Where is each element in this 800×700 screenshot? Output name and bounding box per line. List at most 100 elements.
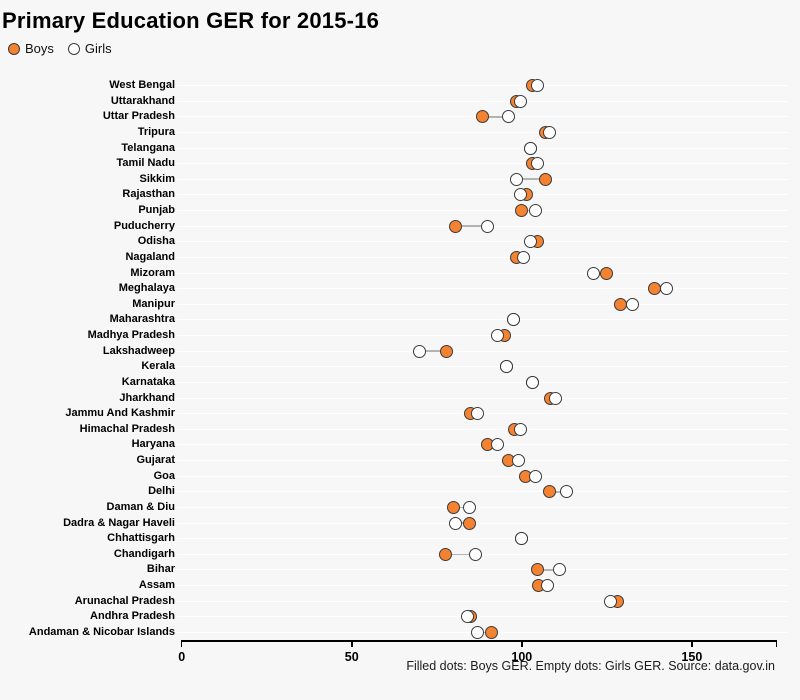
x-axis-tick [351, 641, 353, 647]
connector-line [453, 506, 470, 509]
grid-line [177, 163, 788, 165]
girls-dot [603, 594, 617, 608]
connector-line [516, 178, 546, 181]
row-label: Dadra & Nagar Haveli [63, 516, 175, 529]
boys-dot [613, 297, 627, 311]
girls-dot [528, 469, 542, 483]
grid-line [177, 397, 788, 399]
connector-line [482, 115, 509, 118]
girls-dot [549, 391, 563, 405]
girls-dot [528, 204, 542, 218]
grid-line [177, 256, 788, 258]
grid-line [177, 288, 788, 290]
connector-line [445, 553, 476, 556]
girls-dot [460, 610, 474, 624]
row-label: Andhra Pradesh [90, 610, 175, 623]
grid-line [177, 381, 788, 383]
boys-dot [515, 204, 529, 218]
legend: Boys Girls [8, 41, 112, 56]
x-axis-tick [691, 641, 693, 647]
row-label: Puducherry [113, 219, 175, 232]
row-label: Uttarakhand [110, 94, 175, 107]
grid-line [177, 210, 788, 212]
girls-dot [542, 125, 556, 139]
row-label: Jammu And Kashmir [65, 407, 175, 420]
row-label: Rajasthan [122, 188, 175, 201]
x-tick-label: 100 [511, 650, 533, 664]
legend-label-boys: Boys [25, 41, 54, 56]
grid-line [177, 569, 788, 571]
x-axis-line [181, 640, 777, 642]
connector-line [455, 225, 488, 227]
grid-line [177, 475, 788, 477]
girls-dot [525, 375, 539, 389]
boys-dot [530, 563, 544, 577]
grid-line [177, 460, 788, 462]
x-tick-label: 0 [178, 650, 186, 664]
grid-line [177, 131, 788, 133]
grid-line [177, 506, 788, 508]
legend-item-girls: Girls [67, 41, 112, 56]
row-label: Goa [153, 469, 175, 482]
boys-dot [462, 516, 476, 530]
row-label: Gujarat [136, 454, 175, 467]
x-axis-tick [521, 641, 523, 647]
girls-dot [413, 344, 427, 358]
girls-dot [471, 625, 485, 639]
girls-dot [506, 313, 520, 327]
x-axis-endcap [775, 641, 777, 647]
connector-line [593, 272, 607, 274]
grid-line [177, 600, 788, 602]
grid-line [177, 585, 788, 587]
connector-line [419, 350, 447, 352]
girls-dot [499, 360, 513, 374]
row-label: Nagaland [125, 250, 175, 263]
row-label: Haryana [131, 438, 175, 451]
chart-title: Primary Education GER for 2015-16 [2, 8, 380, 33]
row-label: Bihar [146, 563, 175, 576]
grid-line [177, 616, 788, 618]
grid-line [177, 491, 788, 493]
boys-dot [542, 485, 556, 499]
boys-dot [447, 500, 461, 514]
connector-line [477, 631, 492, 634]
grid-line [177, 178, 788, 180]
grid-line [177, 85, 788, 86]
legend-label-girls: Girls [84, 41, 112, 56]
row-label: Punjab [138, 204, 175, 217]
row-label: Chandigarh [113, 547, 175, 560]
row-label: Sikkim [139, 172, 175, 185]
girls-dot [517, 250, 530, 264]
girls-dot [469, 547, 483, 561]
girls-dot [659, 282, 673, 296]
row-label: Andaman & Nicobar Islands [28, 625, 175, 638]
grid-line [177, 147, 788, 149]
legend-item-boys: Boys [8, 41, 54, 56]
girls-dot [586, 266, 600, 280]
row-label: Chhattisgarh [107, 532, 175, 545]
boys-dot [476, 110, 490, 124]
connector-line [537, 569, 560, 571]
x-tick-label: 150 [681, 650, 703, 664]
source-caption: Filled dots: Boys GER. Empty dots: Girls… [406, 659, 775, 673]
girls-dot [515, 532, 529, 546]
row-label: Meghalaya [118, 282, 175, 295]
grid-line [177, 319, 788, 321]
row-label: Kerala [141, 360, 175, 373]
girls-dot [471, 407, 485, 421]
girls-dot [491, 329, 505, 343]
row-label: West Bengal [109, 79, 175, 91]
row-label: Lakshadweep [102, 344, 175, 357]
boys-dot [440, 344, 454, 358]
girls-dot [481, 219, 495, 233]
row-label: Karnataka [121, 375, 175, 388]
girls-dot [510, 172, 524, 186]
girls-dot [523, 141, 537, 155]
girls-dot [530, 79, 544, 92]
row-label: Arunachal Pradesh [74, 594, 175, 607]
connector-line [521, 209, 536, 212]
row-label: Odisha [137, 235, 175, 248]
connector-line [455, 522, 470, 524]
